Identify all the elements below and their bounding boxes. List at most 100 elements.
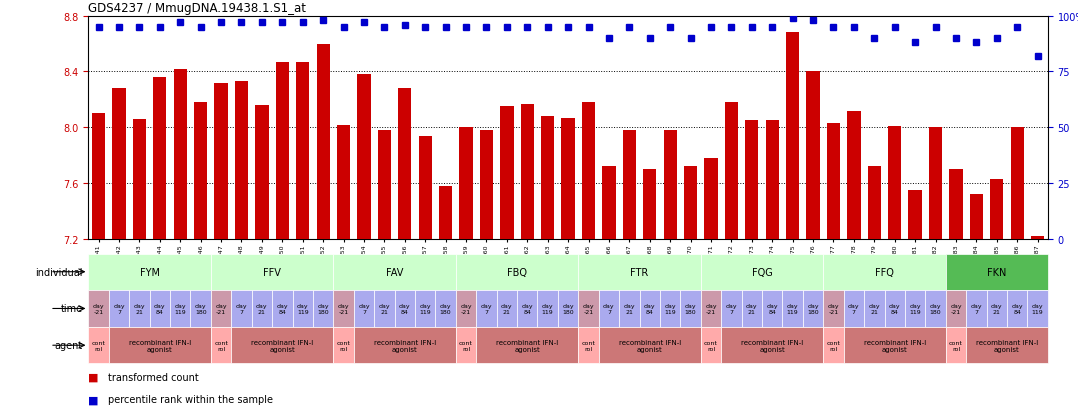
Text: GDS4237 / MmugDNA.19438.1.S1_at: GDS4237 / MmugDNA.19438.1.S1_at [88, 2, 306, 15]
Bar [211, 254, 333, 290]
Text: recombinant IFN-I
agonist: recombinant IFN-I agonist [863, 339, 926, 352]
Text: recombinant IFN-I
agonist: recombinant IFN-I agonist [741, 339, 803, 352]
Text: FKN: FKN [987, 267, 1007, 277]
Text: recombinant IFN-I
agonist: recombinant IFN-I agonist [496, 339, 558, 352]
Text: recombinant IFN-I
agonist: recombinant IFN-I agonist [976, 339, 1038, 352]
Bar [868, 167, 881, 240]
Bar [517, 290, 538, 328]
Text: transformed count: transformed count [108, 372, 198, 382]
Text: day
180: day 180 [807, 303, 819, 314]
Bar [701, 290, 721, 328]
Text: day
119: day 119 [1032, 303, 1044, 314]
Bar [765, 121, 779, 240]
Bar [701, 254, 824, 290]
Text: day
84: day 84 [644, 303, 655, 314]
Text: day
21: day 21 [991, 303, 1003, 314]
Bar [153, 78, 166, 240]
Text: day
7: day 7 [113, 303, 125, 314]
Bar [211, 328, 232, 363]
Text: day
-21: day -21 [216, 303, 226, 314]
Text: FAV: FAV [386, 267, 403, 277]
Text: day
21: day 21 [869, 303, 880, 314]
Bar [885, 290, 904, 328]
Text: day
21: day 21 [746, 303, 758, 314]
Bar [945, 254, 1048, 290]
Bar [745, 121, 759, 240]
Bar [762, 290, 783, 328]
Text: day
7: day 7 [725, 303, 737, 314]
Text: day
7: day 7 [848, 303, 859, 314]
Text: day
-21: day -21 [950, 303, 962, 314]
Text: day
21: day 21 [257, 303, 267, 314]
Text: percentile rank within the sample: percentile rank within the sample [108, 394, 273, 404]
Bar [1010, 128, 1024, 240]
Bar [721, 290, 742, 328]
Text: day
119: day 119 [542, 303, 554, 314]
Bar [538, 290, 558, 328]
Text: day
119: day 119 [909, 303, 921, 314]
Text: day
7: day 7 [358, 303, 370, 314]
Bar [88, 328, 109, 363]
Text: day
21: day 21 [134, 303, 146, 314]
Bar [724, 103, 738, 240]
Bar [644, 170, 657, 240]
Bar [292, 290, 313, 328]
Bar [211, 290, 232, 328]
Bar [232, 290, 251, 328]
Bar [109, 290, 129, 328]
Bar [395, 290, 415, 328]
Bar [945, 328, 966, 363]
Bar [844, 328, 945, 363]
Bar [847, 112, 860, 240]
Bar [680, 290, 701, 328]
Bar [865, 290, 885, 328]
Bar [660, 290, 680, 328]
Bar [991, 180, 1004, 240]
Bar [639, 290, 660, 328]
Text: day
7: day 7 [236, 303, 247, 314]
Text: recombinant IFN-I
agonist: recombinant IFN-I agonist [619, 339, 681, 352]
Bar [88, 254, 211, 290]
Bar [456, 290, 476, 328]
Bar [582, 103, 595, 240]
Bar [476, 290, 497, 328]
Bar [333, 328, 354, 363]
Bar [803, 290, 824, 328]
Text: cont
rol: cont rol [215, 340, 229, 351]
Bar [970, 195, 983, 240]
Bar [1031, 237, 1045, 240]
Bar [783, 290, 803, 328]
Bar [966, 328, 1048, 363]
Text: day
-21: day -21 [460, 303, 472, 314]
Bar [170, 290, 191, 328]
Text: day
180: day 180 [563, 303, 573, 314]
Bar [619, 290, 639, 328]
Bar [497, 290, 517, 328]
Bar [439, 187, 453, 240]
Bar [578, 290, 598, 328]
Bar [925, 290, 945, 328]
Bar [174, 69, 186, 240]
Bar [476, 328, 578, 363]
Bar [888, 127, 901, 240]
Text: cont
rol: cont rol [92, 340, 106, 351]
Bar [950, 170, 963, 240]
Bar [354, 290, 374, 328]
Bar [786, 33, 799, 240]
Bar [133, 120, 146, 240]
Bar [194, 103, 207, 240]
Text: day
84: day 84 [889, 303, 900, 314]
Bar [337, 125, 350, 240]
Bar [255, 106, 268, 240]
Text: day
-21: day -21 [583, 303, 594, 314]
Bar [276, 62, 289, 240]
Text: day
21: day 21 [623, 303, 635, 314]
Text: day
-21: day -21 [93, 303, 105, 314]
Text: day
180: day 180 [195, 303, 207, 314]
Text: cont
rol: cont rol [949, 340, 963, 351]
Text: cont
rol: cont rol [582, 340, 595, 351]
Bar [824, 290, 844, 328]
Text: day
180: day 180 [317, 303, 329, 314]
Text: day
7: day 7 [970, 303, 982, 314]
Bar [150, 290, 170, 328]
